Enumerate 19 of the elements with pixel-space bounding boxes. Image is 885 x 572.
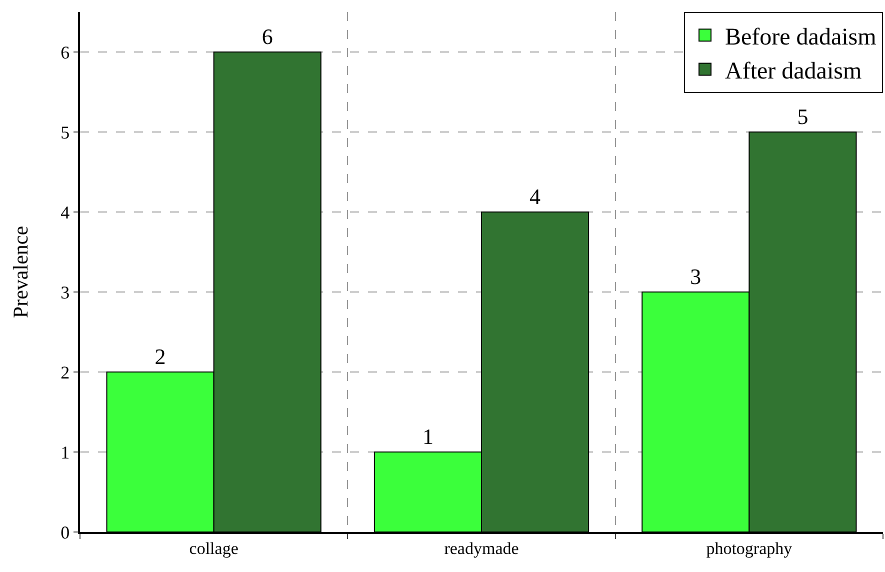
legend-label: Before dadaism: [725, 24, 877, 50]
y-tick-label: 5: [60, 122, 70, 142]
y-axis-title: Prevalence: [8, 226, 32, 318]
data-label: 2: [154, 344, 166, 369]
data-label: 4: [530, 184, 541, 209]
data-label: 3: [690, 264, 702, 289]
x-tick-label: readymade: [444, 539, 519, 558]
y-tick-label: 2: [60, 362, 70, 382]
y-tick-label: 1: [60, 442, 70, 462]
y-tick-label: 3: [60, 282, 70, 302]
x-tick-label: photography: [706, 539, 793, 558]
y-tick-label: 0: [60, 522, 70, 542]
y-tick-label: 6: [60, 42, 70, 62]
data-label: 5: [797, 104, 808, 129]
legend-label: After dadaism: [725, 58, 862, 85]
y-tick-label: 4: [60, 202, 70, 222]
x-tick-label: collage: [189, 539, 238, 558]
data-label: 1: [422, 424, 434, 449]
data-label: 6: [262, 24, 273, 49]
